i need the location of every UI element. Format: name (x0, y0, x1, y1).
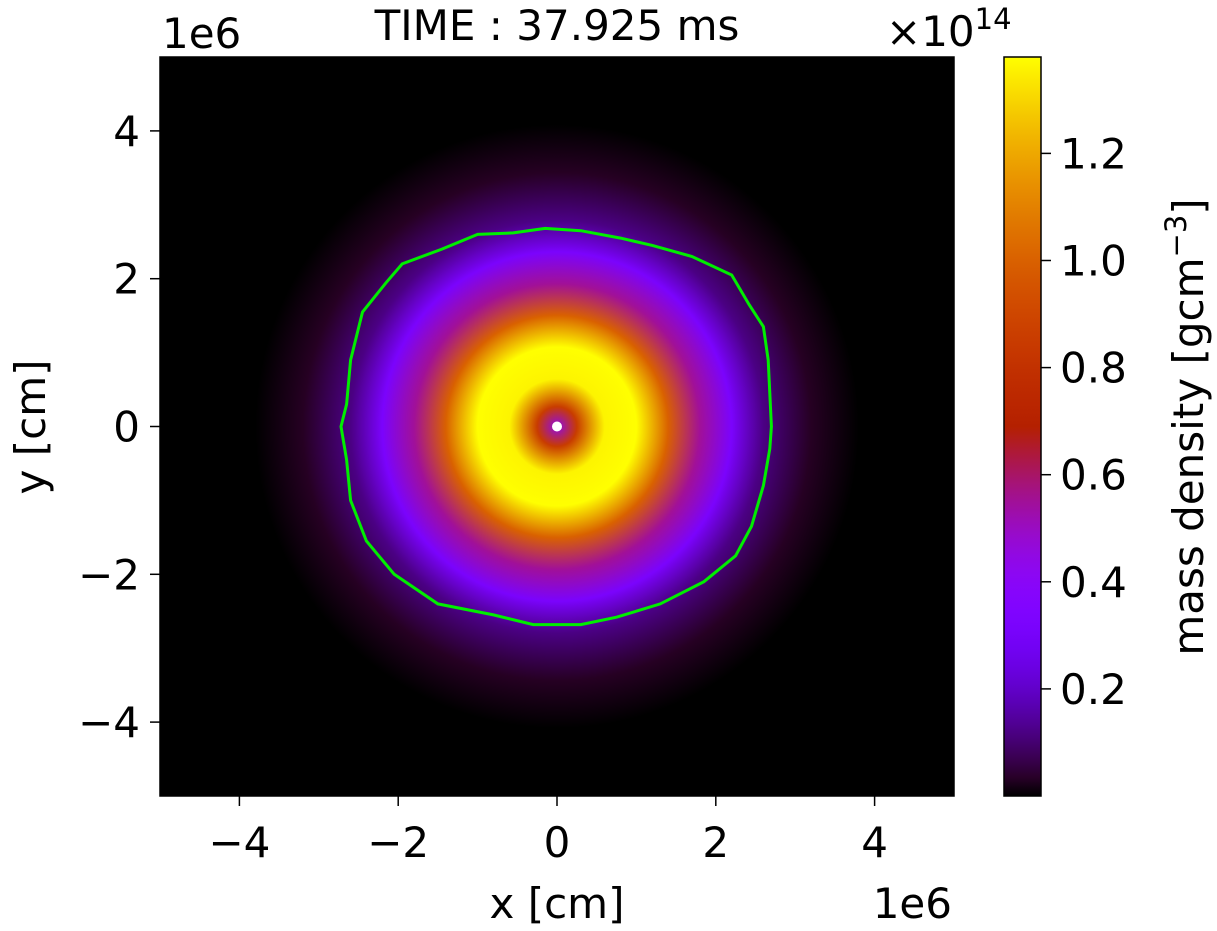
colorbar-scale-exponent: 14 (975, 2, 1012, 36)
colorbar-tick-label: 0.8 (1060, 344, 1127, 393)
y-tick-label: 4 (113, 107, 140, 156)
x-tick-label: −2 (367, 818, 429, 867)
x-tick-label: −4 (208, 818, 270, 867)
colorbar-label-exponent: −3 (1159, 215, 1193, 258)
chart-title: TIME : 37.925 ms (374, 1, 740, 50)
plot-area (159, 56, 955, 797)
colorbar: 0.2 0.4 0.6 0.8 1.0 1.2 ×1014 mass density [g… (886, 2, 1213, 797)
y-axis: 4 2 0 −2 −4 (78, 107, 160, 747)
colorbar-scale: ×1014 (886, 2, 1012, 56)
x-tick-label: 4 (861, 818, 888, 867)
colorbar-tick-label: 0.4 (1060, 558, 1127, 607)
colorbar-tick-label: 1.2 (1060, 129, 1127, 178)
y-tick-label: −4 (78, 698, 140, 747)
y-axis-label: y [cm] (6, 360, 55, 495)
colorbar-fill (1004, 57, 1041, 796)
colorbar-tick-label: 0.6 (1060, 451, 1127, 500)
center-marker (552, 421, 562, 432)
colorbar-frame (1003, 56, 1042, 797)
colorbar-label-close: ] (1164, 198, 1213, 214)
colorbar-label: mass density [gcm−3] (1159, 198, 1213, 655)
y-tick-label: −2 (78, 550, 140, 599)
y-tick-label: 2 (113, 255, 140, 304)
x-axis-label: x [cm] (490, 879, 625, 928)
x-tick-label: 0 (544, 818, 571, 867)
x-offset-label: 1e6 (873, 879, 952, 928)
y-offset-label: 1e6 (162, 9, 241, 58)
colorbar-ticks: 0.2 0.4 0.6 0.8 1.0 1.2 (1041, 129, 1127, 714)
y-tick-label: 0 (113, 403, 140, 452)
density-contour (339, 226, 773, 627)
colorbar-scale-prefix: ×10 (886, 7, 975, 56)
colorbar-tick-label: 1.0 (1060, 236, 1127, 285)
x-axis: −4 −2 0 2 4 (208, 796, 888, 867)
colorbar-label-main: mass density [gcm (1164, 257, 1213, 655)
x-tick-label: 2 (702, 818, 729, 867)
colorbar-tick-label: 0.2 (1060, 665, 1127, 714)
